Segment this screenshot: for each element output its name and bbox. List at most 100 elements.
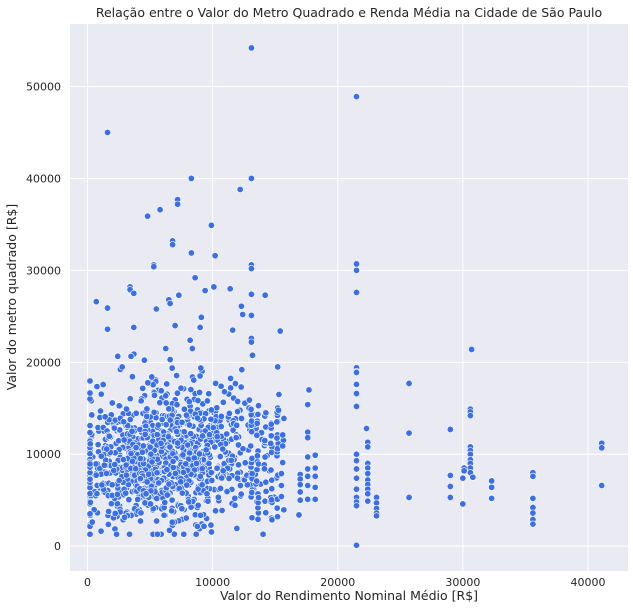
data-point	[178, 418, 186, 426]
y-tick-label: 50000	[26, 81, 61, 94]
data-point	[203, 397, 211, 405]
data-point	[204, 497, 212, 505]
data-point	[253, 419, 261, 427]
data-point	[193, 414, 201, 422]
data-point	[488, 477, 496, 485]
data-point	[373, 512, 381, 520]
data-point	[111, 509, 119, 517]
data-point	[150, 408, 158, 416]
x-tick-label: 30000	[445, 576, 480, 589]
data-point	[247, 44, 255, 52]
data-point	[142, 490, 150, 498]
data-point	[247, 174, 255, 182]
data-point	[168, 507, 176, 515]
data-point	[86, 422, 94, 430]
data-point	[136, 455, 144, 463]
data-point	[178, 489, 186, 497]
data-point	[219, 445, 227, 453]
data-point	[268, 516, 276, 524]
data-point	[280, 506, 288, 514]
data-point	[174, 200, 182, 208]
data-point	[139, 384, 147, 392]
data-point	[156, 399, 164, 407]
data-point	[170, 530, 178, 538]
data-point	[148, 373, 156, 381]
data-point	[196, 372, 204, 380]
data-point	[254, 410, 262, 418]
data-point	[86, 460, 94, 468]
data-point	[262, 509, 270, 517]
data-point	[223, 430, 231, 438]
data-point	[219, 398, 227, 406]
data-point	[134, 495, 142, 503]
data-point	[237, 302, 245, 310]
data-point	[160, 511, 168, 519]
data-point	[153, 530, 161, 538]
data-point	[101, 413, 109, 421]
data-point	[104, 325, 112, 333]
data-point	[353, 260, 361, 268]
y-tick-label: 0	[54, 540, 61, 553]
data-point	[169, 241, 177, 249]
data-point	[173, 372, 181, 380]
data-point	[163, 466, 171, 474]
data-point	[193, 459, 201, 467]
data-point	[363, 425, 371, 433]
data-point	[468, 345, 476, 353]
data-point	[168, 518, 176, 526]
data-point	[353, 502, 361, 510]
data-point	[130, 323, 138, 331]
data-point	[217, 484, 225, 492]
data-point	[86, 498, 94, 506]
data-point	[187, 249, 195, 257]
data-point	[153, 431, 161, 439]
data-point	[169, 457, 177, 465]
y-tick-label: 30000	[26, 264, 61, 277]
data-point	[103, 445, 111, 453]
data-point	[162, 345, 170, 353]
data-point	[119, 456, 127, 464]
data-point	[108, 399, 116, 407]
data-point	[205, 460, 213, 468]
data-point	[273, 504, 281, 512]
data-point	[128, 373, 136, 381]
data-point	[165, 480, 173, 488]
data-point	[157, 439, 165, 447]
data-point	[247, 442, 255, 450]
data-point	[168, 364, 176, 372]
data-point	[114, 352, 122, 360]
data-point	[188, 345, 196, 353]
x-tick-label: 20000	[320, 576, 355, 589]
data-point	[147, 500, 155, 508]
data-point	[97, 452, 105, 460]
data-point	[165, 405, 173, 413]
data-point	[190, 376, 198, 384]
data-point	[195, 450, 203, 458]
data-point	[152, 305, 160, 313]
x-tick-label: 10000	[195, 576, 230, 589]
data-point	[311, 472, 319, 480]
data-point	[223, 488, 231, 496]
data-point	[137, 517, 145, 525]
data-point	[304, 465, 312, 473]
y-tick-label: 40000	[26, 172, 61, 185]
data-point	[206, 431, 214, 439]
data-point	[529, 472, 537, 480]
data-point	[254, 515, 262, 523]
data-point	[198, 481, 206, 489]
data-point	[197, 364, 205, 372]
data-point	[145, 470, 153, 478]
data-point	[163, 380, 171, 388]
data-point	[197, 511, 205, 519]
data-point	[146, 443, 154, 451]
data-point	[459, 500, 467, 508]
data-point	[150, 263, 158, 271]
data-point	[226, 285, 234, 293]
data-point	[127, 352, 135, 360]
data-point	[121, 513, 129, 521]
data-point	[236, 185, 244, 193]
data-point	[185, 398, 193, 406]
data-point	[162, 399, 170, 407]
data-point	[207, 469, 215, 477]
data-point	[207, 221, 215, 229]
